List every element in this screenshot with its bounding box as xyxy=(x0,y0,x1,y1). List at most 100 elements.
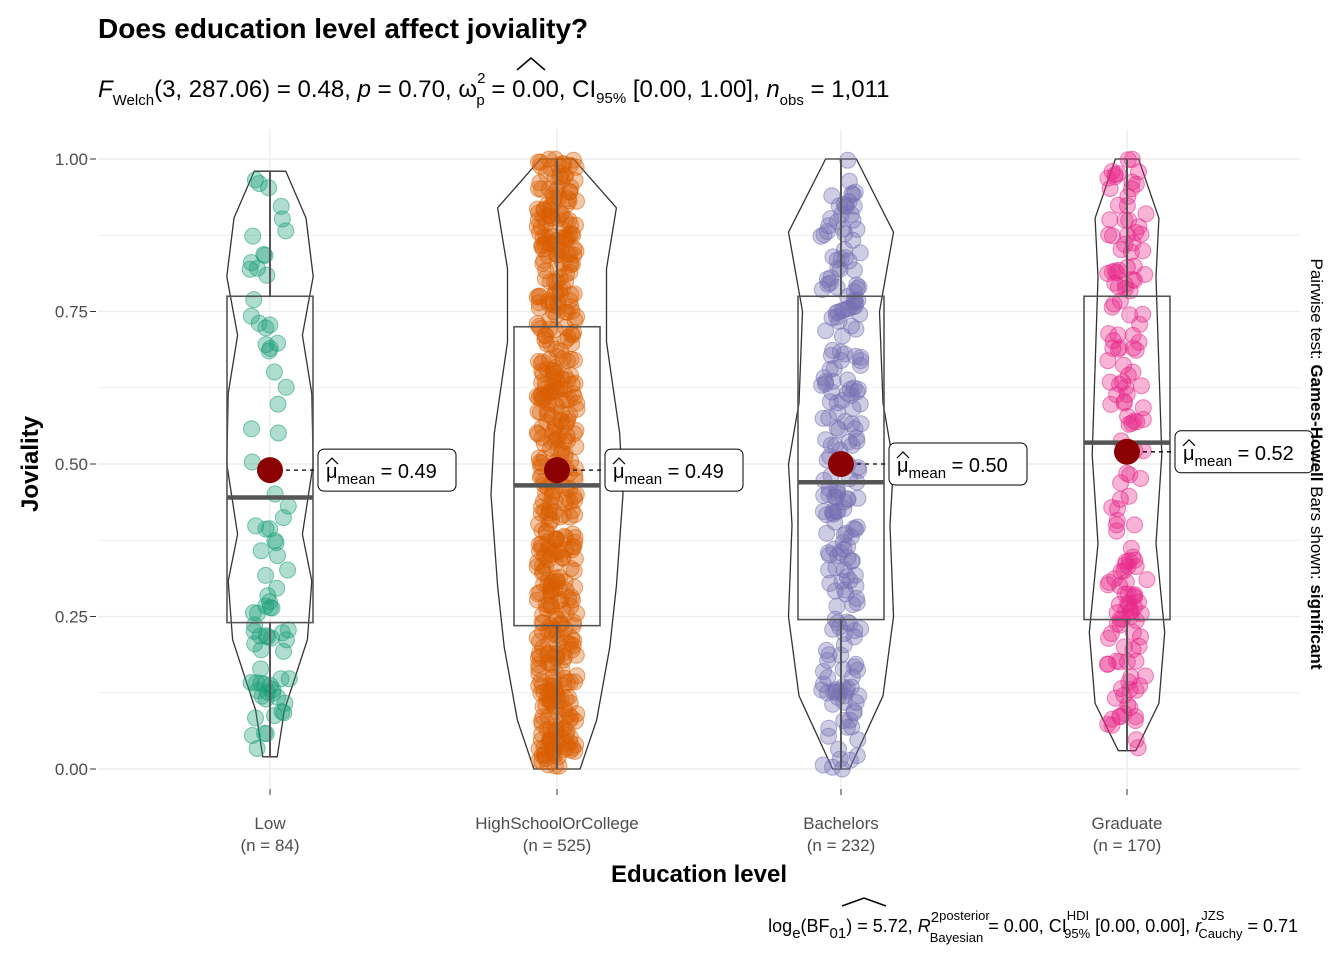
data-point xyxy=(561,226,579,244)
data-point xyxy=(529,402,547,420)
data-point xyxy=(558,231,576,249)
mu-hat-icon xyxy=(896,451,910,459)
data-point xyxy=(1134,411,1152,428)
data-point xyxy=(828,419,846,437)
data-point xyxy=(1109,326,1127,344)
data-point xyxy=(829,614,847,632)
x-axis: Low (n = 84) HighSchoolOrCollege (n = 525) B… xyxy=(240,789,1162,855)
x-tick-count: (n = 84) xyxy=(240,836,299,855)
data-point xyxy=(557,708,575,726)
data-point xyxy=(564,385,582,402)
data-point xyxy=(847,293,865,311)
data-point xyxy=(246,616,264,634)
groups: μmean = 0.49 μmean = 0.49 μmean = 0.50 μmea… xyxy=(226,150,1314,778)
data-point xyxy=(840,252,858,270)
data-point xyxy=(814,503,832,520)
data-point xyxy=(546,418,564,436)
data-point xyxy=(566,311,584,329)
data-point xyxy=(255,246,273,263)
mean-label-text: μmean = 0.52 xyxy=(1183,443,1294,470)
data-point xyxy=(814,409,832,427)
data-point xyxy=(566,742,584,760)
y-axis: 0.00 0.25 0.50 0.75 1.00 xyxy=(55,150,96,779)
data-point xyxy=(256,247,274,264)
data-point xyxy=(247,709,264,727)
x-tick-label: Graduate xyxy=(1092,814,1163,833)
data-point xyxy=(562,635,579,653)
data-point xyxy=(819,275,837,293)
data-point xyxy=(846,420,864,438)
data-point xyxy=(566,491,584,509)
data-point xyxy=(557,726,575,744)
data-point xyxy=(845,261,863,279)
data-point xyxy=(250,314,268,332)
data-point xyxy=(531,174,549,192)
data-point xyxy=(529,553,547,571)
data-point xyxy=(825,505,842,523)
data-point xyxy=(536,331,554,349)
data-point xyxy=(1127,612,1145,630)
data-point xyxy=(537,262,555,280)
y-axis-title: Joviality xyxy=(17,415,44,512)
x-tick-label: Bachelors xyxy=(803,814,879,833)
data-point xyxy=(822,347,840,364)
data-point xyxy=(269,547,286,565)
data-point xyxy=(847,577,865,595)
data-point xyxy=(828,597,846,615)
data-point xyxy=(550,757,568,775)
data-point xyxy=(542,439,559,457)
data-point xyxy=(1121,306,1139,324)
data-point xyxy=(1103,499,1121,516)
data-point xyxy=(252,660,270,678)
box xyxy=(513,325,601,627)
data-point xyxy=(530,660,548,678)
data-point xyxy=(243,727,261,744)
data-point xyxy=(839,718,856,736)
data-point xyxy=(835,636,853,654)
x-tick-count: (n = 232) xyxy=(807,836,876,855)
data-point xyxy=(1136,667,1154,685)
data-point xyxy=(546,321,564,339)
data-point xyxy=(819,652,837,670)
data-point xyxy=(547,531,565,549)
data-point xyxy=(258,266,276,284)
group-Graduate: μmean = 0.52 xyxy=(1083,150,1314,757)
data-point xyxy=(566,506,584,524)
data-point xyxy=(533,522,551,539)
data-point xyxy=(250,175,268,192)
data-point xyxy=(541,207,559,224)
data-point xyxy=(1116,585,1134,603)
data-point xyxy=(842,678,860,696)
data-point xyxy=(564,151,582,169)
data-point xyxy=(1121,466,1139,484)
data-point xyxy=(269,395,287,413)
data-point xyxy=(257,336,275,354)
data-point xyxy=(828,308,846,326)
data-point xyxy=(528,591,546,609)
data-point xyxy=(566,529,584,547)
data-point xyxy=(1098,655,1116,673)
data-point xyxy=(1123,602,1141,620)
data-point xyxy=(1106,262,1124,280)
data-point xyxy=(821,574,839,592)
group-Low: μmean = 0.49 xyxy=(226,170,457,758)
data-point xyxy=(562,560,580,578)
data-point xyxy=(824,248,842,266)
data-point xyxy=(260,179,278,197)
data-point xyxy=(565,538,583,556)
data-point xyxy=(820,561,838,579)
data-point xyxy=(837,524,855,542)
data-point xyxy=(556,648,574,666)
data-point xyxy=(279,561,297,579)
data-point xyxy=(846,183,864,201)
data-point xyxy=(556,303,574,321)
data-point xyxy=(245,604,262,622)
data-point xyxy=(1138,571,1156,589)
data-point xyxy=(824,372,842,390)
data-point xyxy=(530,677,548,695)
data-point xyxy=(834,220,852,238)
data-point xyxy=(564,591,581,609)
data-point xyxy=(278,631,295,649)
data-point xyxy=(277,222,295,240)
mean-label-box xyxy=(888,442,1028,486)
